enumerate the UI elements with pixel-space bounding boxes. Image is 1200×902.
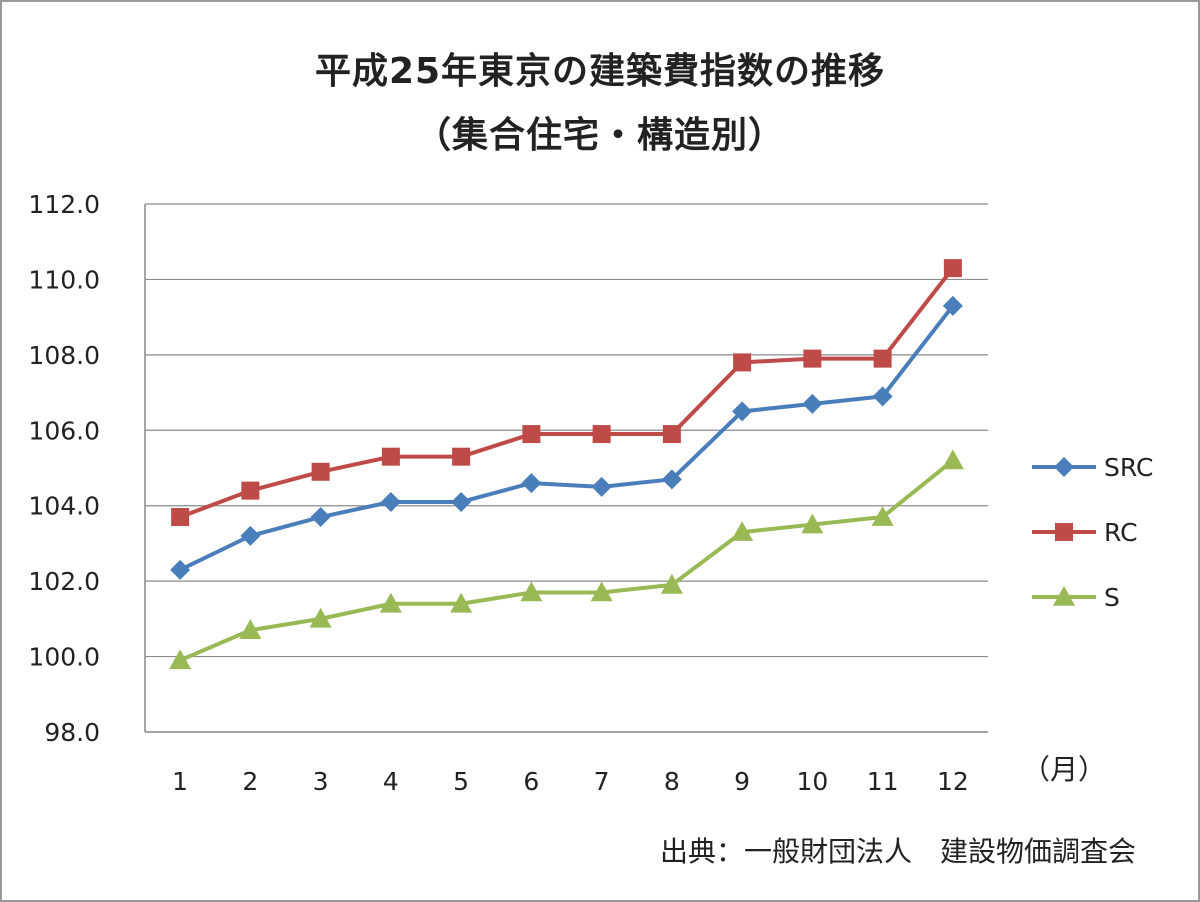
data-point-s	[731, 521, 754, 541]
legend-marker-s	[1053, 586, 1075, 606]
x-tick-label: 7	[594, 767, 610, 796]
chart-subtitle: （集合住宅・構造別）	[414, 115, 785, 156]
data-point-s	[801, 513, 824, 534]
data-point-src	[451, 491, 472, 512]
y-tick-label: 104.0	[28, 492, 100, 521]
data-point-rc	[311, 462, 330, 481]
legend-marker-rc	[1055, 523, 1073, 541]
legend-label-src: SRC	[1104, 453, 1153, 482]
series-line-rc	[179, 266, 955, 519]
data-point-src	[661, 469, 682, 490]
x-tick-label: 11	[867, 767, 899, 796]
data-point-s	[871, 506, 894, 526]
x-tick-label: 12	[937, 767, 969, 796]
data-point-s	[309, 607, 332, 628]
data-point-s	[239, 619, 262, 639]
data-point-src	[942, 295, 963, 316]
y-tick-label: 110.0	[28, 265, 100, 294]
data-point-src	[732, 401, 753, 422]
y-tick-label: 112.0	[28, 190, 100, 219]
data-point-rc	[733, 353, 752, 372]
data-point-rc	[943, 259, 962, 278]
source-note: 出典：一般財団法人 建設物価調査会	[659, 835, 1136, 868]
data-point-src	[170, 559, 191, 580]
x-axis-ticks: 1 2 3 4 5 6 7 8 9 10 11 12	[172, 767, 969, 796]
data-point-rc	[522, 425, 541, 444]
data-point-rc	[241, 481, 260, 500]
y-tick-label: 100.0	[28, 643, 100, 672]
x-tick-label: 5	[453, 767, 469, 796]
y-tick-label: 98.0	[44, 718, 100, 747]
data-point-s	[941, 449, 964, 470]
x-tick-label: 10	[796, 767, 828, 796]
data-point-rc	[452, 447, 471, 466]
series-s	[169, 449, 964, 670]
data-point-src	[521, 473, 542, 494]
data-point-rc	[873, 349, 892, 368]
series-line-s	[179, 458, 955, 663]
legend: SRC RC S	[1032, 453, 1153, 612]
y-tick-label: 106.0	[28, 416, 100, 445]
data-point-src	[240, 525, 261, 546]
data-point-s	[169, 649, 192, 670]
series-src	[170, 295, 963, 580]
x-tick-label: 8	[664, 767, 680, 796]
y-tick-label: 102.0	[28, 567, 100, 596]
data-point-src	[802, 393, 823, 414]
x-axis-unit: （月）	[1022, 753, 1107, 786]
x-tick-label: 4	[383, 767, 399, 796]
data-point-rc	[803, 349, 822, 368]
x-tick-label: 6	[523, 767, 539, 796]
x-tick-label: 1	[172, 767, 188, 796]
legend-label-rc: RC	[1104, 518, 1138, 547]
data-point-s	[379, 592, 402, 613]
y-axis-ticks: 98.0 100.0 102.0 104.0 106.0 108.0 110.0 112.0	[28, 190, 100, 747]
x-tick-label: 3	[313, 767, 329, 796]
legend-label-s: S	[1104, 583, 1120, 612]
data-point-rc	[592, 425, 611, 444]
data-point-s	[450, 592, 473, 613]
data-point-src	[310, 507, 331, 528]
data-point-src	[591, 476, 612, 497]
series-group	[169, 259, 964, 670]
x-tick-label: 9	[734, 767, 750, 796]
series-line-src	[179, 304, 955, 572]
data-point-src	[380, 491, 401, 512]
data-point-rc	[381, 447, 400, 466]
data-point-rc	[662, 425, 681, 444]
legend-marker-src	[1054, 457, 1074, 477]
data-point-rc	[171, 508, 190, 527]
data-point-s	[660, 573, 683, 594]
y-tick-label: 108.0	[28, 341, 100, 370]
data-point-src	[872, 386, 893, 407]
data-point-s	[590, 581, 613, 602]
chart-title: 平成25年東京の建築費指数の推移	[314, 51, 886, 92]
series-rc	[171, 259, 962, 527]
x-tick-label: 2	[242, 767, 258, 796]
gridlines	[144, 203, 988, 733]
data-point-s	[520, 581, 543, 602]
